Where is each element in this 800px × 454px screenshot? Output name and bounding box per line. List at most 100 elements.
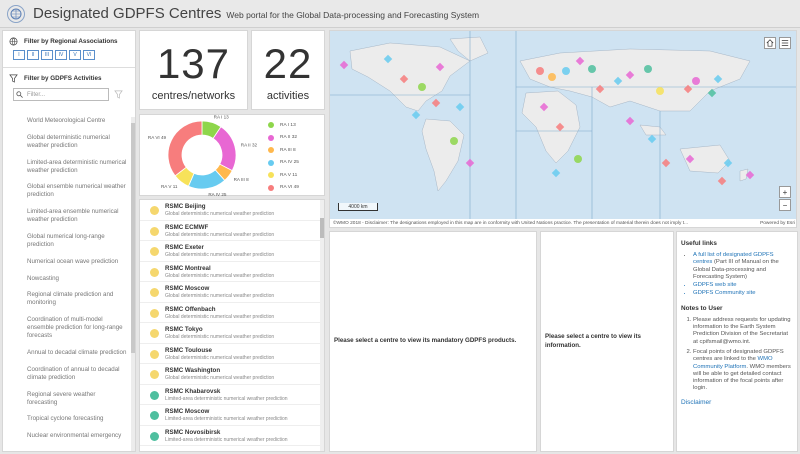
centre-marker[interactable] xyxy=(551,168,561,178)
donut-svg: RA I 13 RA II 32 RA III 8 RA IV 25 RA V 11 RA… xyxy=(148,115,258,197)
world-map[interactable]: + − 4000 km ©WMO 2018 - Disclaimer: The … xyxy=(329,30,797,228)
disclaimer-link[interactable]: Disclaimer xyxy=(681,398,712,406)
activity-item[interactable]: Limited-area ensemble numerical weather … xyxy=(27,208,119,224)
centre-marker[interactable] xyxy=(450,137,458,145)
ra-button-i[interactable]: I xyxy=(13,50,25,60)
activity-item[interactable]: Tropical cyclone forecasting xyxy=(27,415,104,423)
centre-name: RSMC Moscow xyxy=(165,408,210,415)
donut-slice-ra-vi[interactable] xyxy=(167,120,203,177)
centre-marker[interactable] xyxy=(588,65,596,73)
legend-entry[interactable]: RA III 8 xyxy=(268,144,299,157)
activity-item[interactable]: Annual to decadal climate prediction xyxy=(27,348,127,356)
legend-entry[interactable]: RA V 11 xyxy=(268,169,299,182)
centre-activity: Global deterministic numerical weather p… xyxy=(165,293,275,299)
activity-item[interactable]: Nuclear environmental emergency xyxy=(27,432,122,440)
centre-row[interactable]: RSMC Moscow Limited-area deterministic nu… xyxy=(140,405,324,426)
centre-marker[interactable] xyxy=(339,60,349,70)
activity-item[interactable]: Global deterministic numerical weather p… xyxy=(27,133,110,149)
centre-marker[interactable] xyxy=(562,67,570,75)
activity-item[interactable]: Regional climate prediction and monitori… xyxy=(27,291,114,307)
centre-row[interactable]: RSMC Beijing Global deterministic numeric… xyxy=(140,200,324,221)
donut-label: RA I 13 xyxy=(214,115,230,119)
legend-swatch xyxy=(268,147,274,154)
centre-marker[interactable] xyxy=(435,62,445,72)
activity-item[interactable]: Coordination of annual to decadal climat… xyxy=(27,365,120,381)
zoom-in-button[interactable]: + xyxy=(779,186,791,198)
activity-item[interactable]: Global ensemble numerical weather predic… xyxy=(27,183,126,199)
scrollbar-thumb[interactable] xyxy=(320,218,324,238)
centre-row[interactable]: RSMC Khabarovsk Limited-area deterministi… xyxy=(140,385,324,405)
donut-slice-ra-ii[interactable] xyxy=(212,126,237,172)
activity-item[interactable]: Nowcasting xyxy=(27,274,59,282)
gdpfs-list-link[interactable]: A full list of designated GDPFS centres xyxy=(693,252,774,266)
legend-entry[interactable]: RA IV 25 xyxy=(268,157,299,170)
wmo-community-link[interactable]: WMO Community Platform xyxy=(693,356,773,370)
centre-marker[interactable] xyxy=(411,110,421,120)
scrollbar-thumb[interactable] xyxy=(131,123,135,353)
centre-marker[interactable] xyxy=(625,116,635,126)
centre-marker[interactable] xyxy=(548,73,556,81)
centre-row[interactable]: RSMC Washington Global deterministic nume… xyxy=(140,364,324,385)
activity-item[interactable]: Numerical ocean wave prediction xyxy=(27,257,119,265)
centre-marker[interactable] xyxy=(656,87,664,95)
centre-marker[interactable] xyxy=(431,98,441,108)
centre-row[interactable]: RSMC Novosibirsk Limited-area determinist… xyxy=(140,426,324,446)
centre-marker[interactable] xyxy=(661,158,671,168)
home-button[interactable] xyxy=(764,37,776,49)
centre-marker[interactable] xyxy=(536,67,544,75)
gdpfs-website-link[interactable]: GDPFS web site xyxy=(693,282,793,289)
centre-marker[interactable] xyxy=(465,158,475,168)
gdpfs-list-note: (Part III of Manual on the Global Data-p… xyxy=(693,259,779,280)
note-item: Focal points of designated GDPFS centres… xyxy=(693,349,793,393)
activity-scrollbar[interactable] xyxy=(131,117,135,451)
centre-name: RSMC Beijing xyxy=(165,203,206,210)
legend-entry[interactable]: RA II 32 xyxy=(268,132,299,145)
centre-marker[interactable] xyxy=(574,155,582,163)
centre-row[interactable]: RSMC Offenbach Global deterministic numer… xyxy=(140,303,324,323)
centre-row[interactable]: RSMC Tokyo Global deterministic numerical… xyxy=(140,323,324,344)
activities-counter: 22 activities xyxy=(251,30,325,110)
ra-button-ii[interactable]: II xyxy=(27,50,39,60)
centre-row[interactable]: RSMC Montreal Global deterministic numeri… xyxy=(140,262,324,282)
activity-item[interactable]: Coordination of multi-model ensemble pre… xyxy=(27,316,123,340)
centre-marker[interactable] xyxy=(647,134,657,144)
activity-filter-input[interactable]: Filter... xyxy=(13,88,109,101)
centre-name: RSMC Exeter xyxy=(165,244,204,251)
activity-item[interactable]: World Meteorological Centre xyxy=(27,117,106,124)
map-canvas[interactable] xyxy=(330,31,797,219)
centre-row[interactable]: RSMC Toulouse Global deterministic numeri… xyxy=(140,344,324,364)
activity-item[interactable]: Global numerical long-range prediction xyxy=(27,232,105,248)
ra-button-vi[interactable]: VI xyxy=(83,50,95,60)
clear-filter-icon[interactable] xyxy=(114,90,123,99)
powered-by[interactable]: Powered by Esri xyxy=(757,219,795,227)
centre-activity: Global deterministic numerical weather p… xyxy=(165,313,275,320)
list-scrollbar[interactable] xyxy=(320,200,324,451)
ra-button-iii[interactable]: III xyxy=(41,50,53,60)
page-subtitle: Web portal for the Global Data-processin… xyxy=(226,10,480,20)
centre-row[interactable]: RSMC Exeter Global deterministic numerica… xyxy=(140,241,324,262)
donut-label: RA V 11 xyxy=(161,184,178,189)
centre-marker[interactable] xyxy=(717,176,727,186)
activity-color-icon xyxy=(150,267,159,277)
centre-row[interactable]: RSMC Moscow Global deterministic numerica… xyxy=(140,282,324,303)
gdpfs-community-link[interactable]: GDPFS Community site xyxy=(693,290,793,297)
centre-marker[interactable] xyxy=(383,54,393,64)
ra-button-iv[interactable]: IV xyxy=(55,50,67,60)
activity-item[interactable]: Limited-area deterministic numerical wea… xyxy=(27,158,127,174)
centre-marker[interactable] xyxy=(692,77,700,85)
activity-item[interactable]: Regional severe weather forecasting xyxy=(27,390,96,406)
divider xyxy=(3,67,135,68)
ra-button-v[interactable]: V xyxy=(69,50,81,60)
centre-marker[interactable] xyxy=(455,102,465,112)
centre-marker[interactable] xyxy=(399,74,409,84)
centre-marker[interactable] xyxy=(644,65,652,73)
activity-color-icon xyxy=(150,226,159,236)
legend-entry[interactable]: RA VI 49 xyxy=(268,182,299,195)
centre-marker[interactable] xyxy=(418,83,426,91)
centre-row[interactable]: RSMC ECMWF Global deterministic numerical… xyxy=(140,221,324,241)
page-title: Designated GDPFS Centres xyxy=(33,5,222,22)
legend-button[interactable] xyxy=(779,37,791,49)
legend-entry[interactable]: RA I 13 xyxy=(268,119,299,132)
zoom-out-button[interactable]: − xyxy=(779,199,791,211)
activity-color-icon xyxy=(150,206,159,215)
